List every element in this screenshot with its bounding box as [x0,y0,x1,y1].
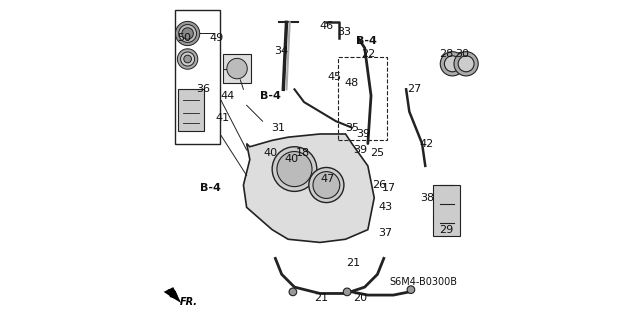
Text: FR.: FR. [180,297,198,307]
Circle shape [182,28,193,39]
Text: 25: 25 [371,148,385,158]
Polygon shape [164,287,181,303]
Text: 20: 20 [353,293,367,303]
Text: 30: 30 [455,49,469,59]
Text: 41: 41 [216,113,230,123]
Text: 22: 22 [361,49,375,59]
Polygon shape [243,134,374,242]
Circle shape [184,55,191,63]
Text: 33: 33 [337,27,351,37]
Text: 46: 46 [319,20,333,31]
Text: 48: 48 [345,78,359,88]
Text: 40: 40 [264,148,278,158]
Text: 39: 39 [353,145,367,155]
Text: 40: 40 [284,154,298,165]
Circle shape [309,167,344,203]
Text: 42: 42 [420,138,434,149]
Circle shape [440,52,465,76]
Text: 18: 18 [296,148,310,158]
Text: 39: 39 [356,129,370,139]
Text: 21: 21 [314,293,329,303]
Circle shape [313,172,340,198]
Text: S6M4-B0300B: S6M4-B0300B [390,277,458,287]
Bar [337,57,387,140]
Circle shape [272,147,317,191]
Circle shape [227,58,247,79]
Circle shape [175,21,200,46]
Bar [178,89,204,131]
Bar [223,54,252,83]
Text: 43: 43 [378,202,392,212]
Text: 35: 35 [345,122,359,133]
Text: 45: 45 [327,71,341,82]
Text: B-4: B-4 [260,91,281,101]
Circle shape [343,288,351,296]
Circle shape [444,56,460,72]
Circle shape [454,52,478,76]
Text: 28: 28 [439,49,453,59]
Bar [433,185,460,236]
Text: 47: 47 [321,174,335,184]
Text: 44: 44 [220,91,235,101]
Text: 29: 29 [439,225,453,235]
Text: 21: 21 [346,258,360,268]
Text: 17: 17 [381,183,396,193]
Text: 27: 27 [407,84,421,94]
Text: 37: 37 [378,228,392,238]
Bar [175,10,220,144]
Text: B-4: B-4 [356,36,377,47]
Text: 36: 36 [196,84,211,94]
Circle shape [407,286,415,293]
Circle shape [179,25,196,42]
Text: 34: 34 [275,46,289,56]
Text: 31: 31 [271,122,285,133]
Circle shape [458,56,474,72]
Text: 49: 49 [209,33,223,43]
Circle shape [289,288,297,296]
Text: B-4: B-4 [200,183,220,193]
Circle shape [177,49,198,69]
Text: 38: 38 [420,193,434,203]
Text: 26: 26 [372,180,386,190]
Circle shape [180,52,195,66]
Circle shape [277,152,312,187]
Text: 50: 50 [177,33,191,43]
